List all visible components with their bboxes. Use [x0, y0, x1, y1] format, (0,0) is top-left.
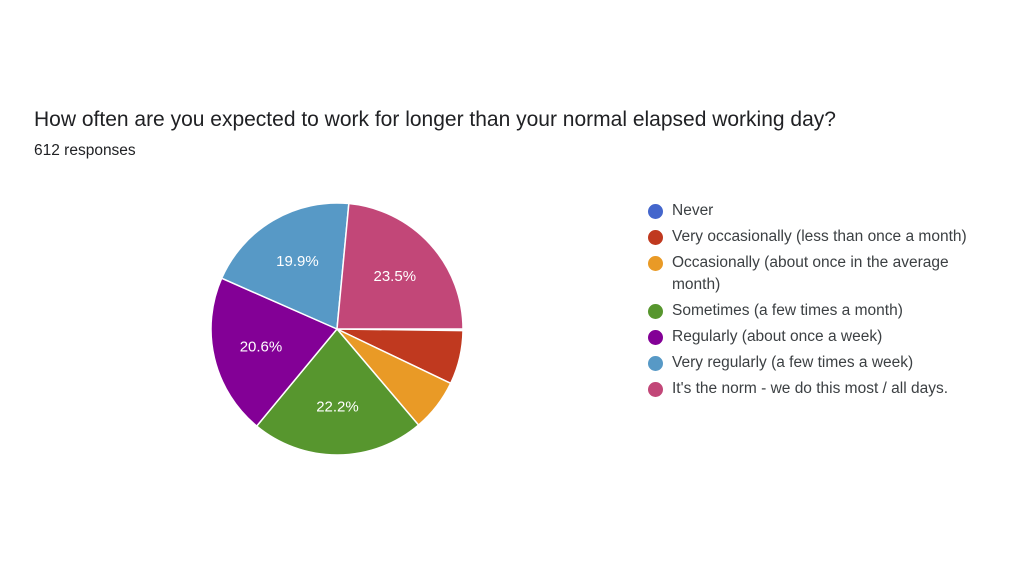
legend-swatch-icon — [648, 204, 663, 219]
legend-label: It's the norm - we do this most / all da… — [672, 380, 949, 397]
legend-label: Very occasionally (less than once a mont… — [672, 228, 967, 245]
response-count: 612 responses — [34, 142, 136, 159]
legend-label: Occasionally (about once in the average … — [672, 254, 949, 293]
pie-slice[interactable] — [255, 327, 420, 456]
legend-item[interactable]: Regularly (about once a week) — [648, 326, 988, 348]
slice-percent-label: 19.9% — [276, 253, 319, 270]
chart-legend: Never Very occasionally (less than once a… — [648, 200, 988, 404]
pie-slice[interactable] — [336, 202, 464, 330]
legend-swatch-icon — [648, 330, 663, 345]
pie-chart: 22.2% 20.6% 19.9% 23.5% — [210, 202, 464, 456]
legend-swatch-icon — [648, 356, 663, 371]
pie-slice[interactable] — [220, 202, 350, 331]
legend-label: Very regularly (a few times a week) — [672, 354, 914, 371]
legend-swatch-icon — [648, 382, 663, 397]
slice-percent-label: 22.2% — [316, 399, 359, 416]
legend-label: Never — [672, 202, 714, 219]
legend-item[interactable]: Never — [648, 200, 988, 222]
slice-percent-label: 23.5% — [374, 268, 417, 285]
legend-item[interactable]: It's the norm - we do this most / all da… — [648, 378, 988, 400]
legend-item[interactable]: Very occasionally (less than once a mont… — [648, 226, 988, 248]
legend-item[interactable]: Sometimes (a few times a month) — [648, 300, 988, 322]
legend-swatch-icon — [648, 230, 663, 245]
legend-swatch-icon — [648, 256, 663, 271]
legend-swatch-icon — [648, 304, 663, 319]
legend-label: Sometimes (a few times a month) — [672, 302, 903, 319]
legend-item[interactable]: Very regularly (a few times a week) — [648, 352, 988, 374]
slice-percent-label: 20.6% — [240, 338, 283, 355]
chart-title: How often are you expected to work for l… — [34, 108, 836, 131]
legend-label: Regularly (about once a week) — [672, 328, 883, 345]
legend-item[interactable]: Occasionally (about once in the average … — [648, 252, 988, 296]
